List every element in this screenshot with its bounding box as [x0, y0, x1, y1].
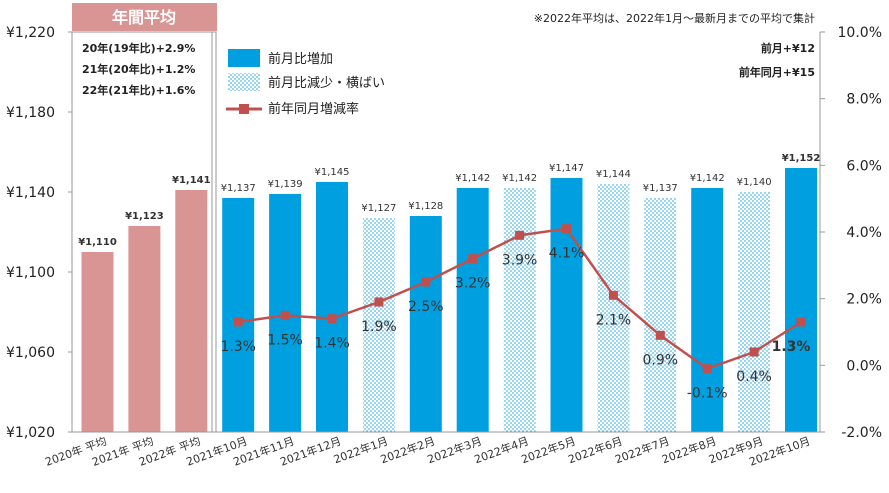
bar [222, 198, 255, 432]
bar-value-label: ¥1,128 [408, 201, 443, 212]
rate-marker [327, 314, 337, 324]
bar [456, 188, 489, 432]
legend-decrease-label: 前月比減少・横ばい [268, 75, 385, 91]
rate-marker [421, 277, 431, 287]
rate-marker [749, 347, 759, 357]
bar-value-label: ¥1,147 [549, 163, 584, 174]
y-tick-label: ¥1,100 [6, 265, 55, 281]
legend-increase-swatch [228, 49, 260, 67]
bar-value-label: ¥1,141 [172, 175, 211, 186]
bar-value-label: ¥1,142 [502, 173, 537, 184]
legend-rate-marker [239, 104, 249, 114]
bar-value-label: ¥1,137 [643, 183, 678, 194]
rate-line-series [233, 224, 806, 374]
y2-tick-label: 4.0% [846, 225, 882, 241]
yoy-change: 前年同月+¥15 [739, 65, 815, 79]
rate-label: 4.1% [549, 246, 585, 262]
rate-label: 3.2% [455, 276, 491, 292]
bar-value-label: ¥1,142 [690, 173, 725, 184]
rate-label: 3.9% [502, 252, 538, 268]
rate-label: 2.1% [596, 312, 632, 328]
bar [738, 192, 771, 432]
rate-label: 1.3% [220, 339, 256, 355]
rate-label: 1.9% [361, 319, 397, 335]
bar-value-labels: ¥1,110 ¥1,123 ¥1,141 ¥1,137 ¥1,139 ¥1,145 ¥1,1… [78, 153, 820, 248]
legend-increase-label: 前月比増加 [268, 51, 333, 67]
rate-label: 1.4% [314, 336, 350, 352]
y-tick-label: ¥1,020 [6, 425, 55, 441]
y2-tick-label: 10.0% [838, 25, 882, 41]
bar [550, 178, 583, 432]
rate-marker [515, 230, 525, 240]
y-tick-label: ¥1,140 [6, 185, 55, 201]
bar-value-label: ¥1,152 [782, 153, 821, 164]
rate-marker [468, 254, 478, 264]
y-axis-right: -2.0% 0.0% 2.0% 4.0% 6.0% 8.0% 10.0% [820, 25, 882, 441]
rate-marker [374, 297, 384, 307]
bars [81, 168, 817, 432]
rate-marker [562, 224, 571, 234]
rate-marker [702, 364, 712, 374]
annual-badge-text: 年間平均 [112, 8, 176, 27]
rate-label: 0.4% [736, 369, 772, 385]
annual-note-2: 21年(20年比)+1.2% [82, 62, 195, 76]
y2-tick-label: 8.0% [846, 92, 882, 108]
annual-note-3: 22年(21年比)+1.6% [82, 83, 195, 97]
aggregation-note: ※2022年平均は、2022年1月～最新月までの平均で集計 [534, 11, 815, 25]
legend-decrease-swatch [228, 73, 260, 91]
rate-label: 1.3% [772, 339, 811, 355]
bar-value-label: ¥1,144 [596, 169, 631, 180]
y-axis-left: ¥1,020 ¥1,060 ¥1,100 ¥1,140 ¥1,180 ¥1,220 [6, 25, 72, 441]
annual-note-1: 20年(19年比)+2.9% [82, 41, 195, 55]
y2-tick-label: 2.0% [846, 292, 882, 308]
legend-rate-label: 前年同月増減率 [268, 101, 359, 117]
rate-label: 0.9% [643, 352, 679, 368]
bar [175, 190, 208, 432]
bar [362, 218, 395, 432]
bar [128, 226, 161, 432]
rate-marker [280, 310, 290, 320]
rate-marker [608, 290, 618, 300]
mom-change: 前月+¥12 [761, 41, 815, 55]
y2-tick-label: -2.0% [841, 425, 882, 441]
y-tick-label: ¥1,180 [6, 105, 55, 121]
rate-labels: 1.3% 1.5% 1.4% 1.9% 2.5% 3.2% 3.9% 4.1% 2.1% 0.9%… [220, 246, 810, 402]
bar-value-label: ¥1,145 [315, 167, 350, 178]
bar-value-label: ¥1,127 [361, 203, 396, 214]
rate-marker [233, 317, 243, 327]
bar [81, 252, 114, 432]
y-tick-label: ¥1,060 [6, 345, 55, 361]
bar [644, 198, 677, 432]
bar [409, 216, 442, 432]
y2-tick-label: 6.0% [846, 158, 882, 174]
bar [691, 188, 724, 432]
bar [597, 184, 630, 432]
bar-value-label: ¥1,137 [221, 183, 256, 194]
bar [785, 168, 817, 432]
rate-label: 2.5% [408, 299, 444, 315]
bar-value-label: ¥1,139 [268, 179, 303, 190]
y2-tick-label: 0.0% [846, 358, 882, 374]
y-tick-label: ¥1,220 [6, 25, 55, 41]
rate-label: 1.5% [267, 332, 303, 348]
rate-label: -0.1% [687, 386, 728, 402]
annual-badge [72, 3, 217, 31]
bar-value-label: ¥1,142 [455, 173, 490, 184]
rate-marker [655, 330, 665, 340]
bar-value-label: ¥1,140 [737, 177, 772, 188]
bar [503, 188, 536, 432]
bar [316, 182, 348, 432]
bar-value-label: ¥1,110 [78, 237, 117, 248]
rate-marker [796, 317, 806, 327]
bar-value-label: ¥1,123 [125, 211, 164, 222]
